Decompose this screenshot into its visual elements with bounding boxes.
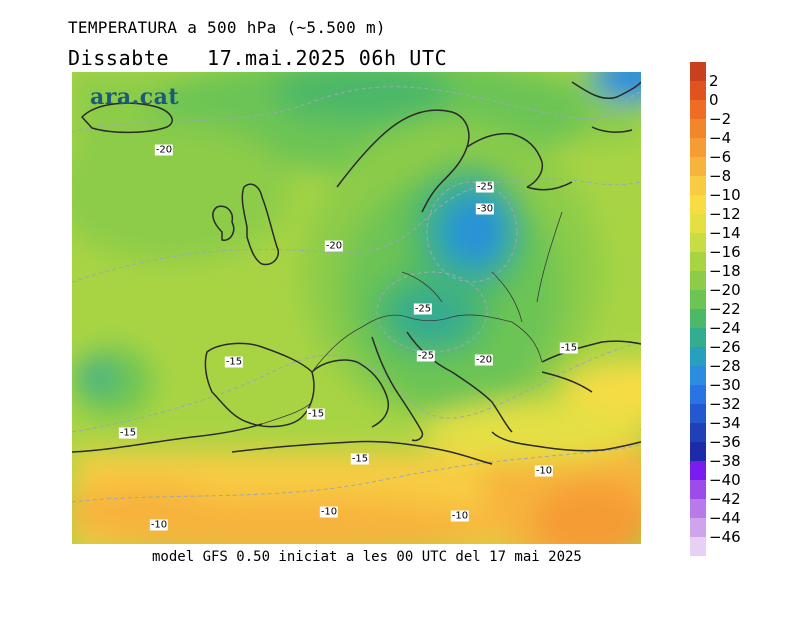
legend-label: −32 — [709, 395, 741, 413]
legend-label: −42 — [709, 490, 741, 508]
legend-swatch — [690, 366, 706, 385]
legend-swatch — [690, 100, 706, 119]
legend-label: −34 — [709, 414, 741, 432]
legend-swatch — [690, 62, 706, 81]
contour-label: -10 — [534, 465, 554, 477]
contour-label: -15 — [559, 342, 579, 354]
legend-swatch — [690, 233, 706, 252]
legend-swatch — [690, 480, 706, 499]
legend-swatch — [690, 271, 706, 290]
chart-subtitle: Dissabte 17.mai.2025 06h UTC — [68, 46, 448, 70]
legend-swatch — [690, 461, 706, 480]
legend-label: −28 — [709, 357, 741, 375]
contour-label: -25 — [475, 181, 495, 193]
legend-swatch — [690, 499, 706, 518]
legend-label: −18 — [709, 262, 741, 280]
legend-swatch — [690, 81, 706, 100]
legend-label: −6 — [709, 148, 732, 166]
legend-label: −14 — [709, 224, 741, 242]
legend-label: −38 — [709, 452, 741, 470]
contour-label: -10 — [319, 506, 339, 518]
contour-label: -15 — [118, 427, 138, 439]
legend-label: −4 — [709, 129, 732, 147]
legend-swatch — [690, 385, 706, 404]
legend-swatch — [690, 347, 706, 366]
legend-label: −24 — [709, 319, 741, 337]
legend-swatch — [690, 157, 706, 176]
legend-swatch — [690, 252, 706, 271]
legend-swatch — [690, 119, 706, 138]
legend-label: −2 — [709, 110, 732, 128]
legend-label: −20 — [709, 281, 741, 299]
legend-label: −44 — [709, 509, 741, 527]
legend-swatch — [690, 214, 706, 233]
chart-title: TEMPERATURA a 500 hPa (~5.500 m) — [68, 18, 386, 37]
legend-label: 2 — [709, 72, 719, 90]
legend-swatch — [690, 423, 706, 442]
aracat-logo: ara.cat — [90, 84, 180, 110]
legend-swatch — [690, 404, 706, 423]
contour-label: -30 — [475, 203, 495, 215]
legend-label: −16 — [709, 243, 741, 261]
contour-label: -10 — [450, 510, 470, 522]
legend-label: −30 — [709, 376, 741, 394]
contour-label: -15 — [306, 408, 326, 420]
legend-swatch — [690, 328, 706, 347]
legend-label: −26 — [709, 338, 741, 356]
legend-label: −46 — [709, 528, 741, 546]
legend-swatch — [690, 176, 706, 195]
legend-swatch — [690, 195, 706, 214]
contour-label: -15 — [224, 356, 244, 368]
contour-label: -25 — [413, 303, 433, 315]
contour-label: -20 — [324, 240, 344, 252]
legend-swatch — [690, 309, 706, 328]
legend-label: −36 — [709, 433, 741, 451]
legend-label: −10 — [709, 186, 741, 204]
contour-label: -20 — [154, 144, 174, 156]
legend-swatch — [690, 537, 706, 556]
legend-swatch — [690, 290, 706, 309]
legend-swatch — [690, 138, 706, 157]
model-info: model GFS 0.50 iniciat a les 00 UTC del … — [152, 549, 582, 565]
legend-label: −8 — [709, 167, 732, 185]
contour-label: -10 — [149, 519, 169, 531]
contour-label: -15 — [350, 453, 370, 465]
legend-label: −40 — [709, 471, 741, 489]
color-scale-legend — [690, 62, 706, 556]
legend-label: −22 — [709, 300, 741, 318]
contour-label: -25 — [416, 350, 436, 362]
legend-label: 0 — [709, 91, 719, 109]
temperature-map — [72, 72, 641, 544]
contour-label: -20 — [474, 354, 494, 366]
legend-swatch — [690, 442, 706, 461]
legend-label: −12 — [709, 205, 741, 223]
legend-swatch — [690, 518, 706, 537]
